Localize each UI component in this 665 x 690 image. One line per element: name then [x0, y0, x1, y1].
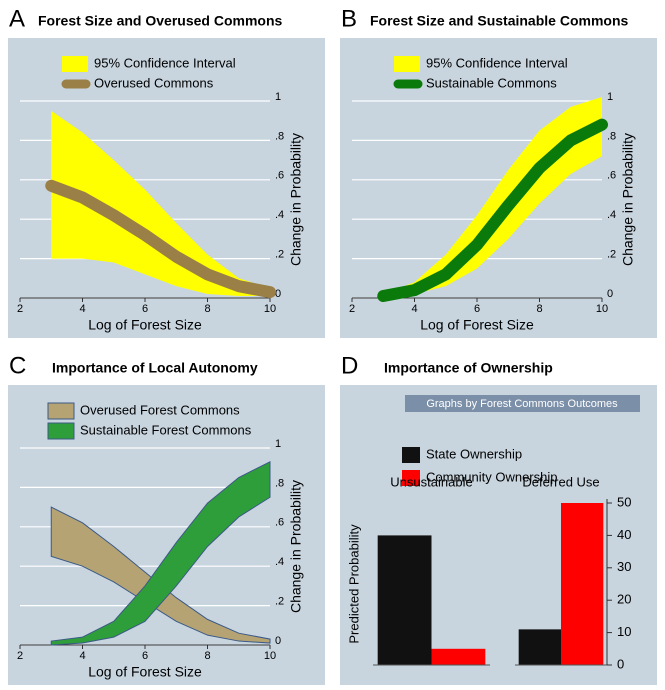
y-tick-label: .2 [275, 596, 284, 608]
y-axis-label: Predicted Probability [346, 524, 361, 644]
y-tick-label: 0 [275, 288, 281, 300]
y-tick-label: 1 [275, 438, 281, 450]
line [45, 179, 276, 299]
y-tick-label: .6 [607, 170, 616, 182]
y-tick-label: 0 [617, 656, 624, 671]
y-tick-label: 1 [275, 91, 281, 103]
panel: B Forest Size and Sustainable Commons 0 .2.… [340, 5, 657, 338]
panel-letter: C [9, 352, 26, 379]
bar [431, 648, 486, 665]
panel: D Importance of Ownership Graphs by Forest… [340, 352, 657, 685]
bar [518, 629, 561, 665]
legend-swatch [62, 56, 88, 72]
confidence-band [51, 110, 270, 297]
facet-label: Graphs by Forest Commons Outcomes [426, 398, 618, 410]
x-tick-label: 10 [264, 303, 276, 315]
legend-label: Overused Commons [94, 75, 214, 90]
y-tick-label: 10 [617, 624, 631, 639]
y-tick-label: 0 [607, 288, 613, 300]
y-tick-label: .6 [275, 170, 284, 182]
line [377, 118, 608, 303]
confidence-band [383, 97, 602, 298]
confidence-band [50, 460, 271, 646]
x-tick-label: 8 [204, 650, 210, 662]
x-tick-label: 4 [79, 303, 85, 315]
legend-label: Overused Forest Commons [80, 402, 240, 417]
y-tick-label: .8 [275, 130, 284, 142]
legend-swatch [47, 402, 75, 420]
y-tick-label: .4 [607, 209, 616, 221]
y-tick-label: .2 [607, 249, 616, 261]
facet-title: Unsustainable [390, 474, 472, 489]
x-tick-label: 4 [411, 303, 417, 315]
legend-label: 95% Confidence Interval [94, 55, 236, 70]
x-tick-label: 4 [79, 650, 85, 662]
x-tick-label: 6 [142, 650, 148, 662]
x-tick-label: 2 [17, 303, 23, 315]
panel-letter: D [341, 352, 358, 379]
legend-swatch [394, 56, 420, 72]
y-tick-label: .2 [275, 249, 284, 261]
y-tick-label: 40 [617, 527, 631, 542]
y-tick-label: .6 [275, 517, 284, 529]
legend-swatch [402, 470, 420, 486]
x-tick-label: 6 [142, 303, 148, 315]
panel-title: Forest Size and Sustainable Commons [370, 13, 628, 29]
panel-title: Importance of Ownership [384, 360, 553, 376]
panel-letter: B [341, 5, 357, 32]
panel-letter: A [9, 5, 25, 32]
legend-swatch [47, 422, 75, 440]
legend-label: 95% Confidence Interval [426, 55, 568, 70]
facet-header [405, 395, 640, 412]
y-tick-label: 0 [275, 635, 281, 647]
y-tick-label: 20 [617, 592, 631, 607]
y-tick-label: .4 [275, 209, 284, 221]
y-tick-label: 30 [617, 559, 631, 574]
y-tick-label: 1 [607, 91, 613, 103]
bar [561, 503, 604, 665]
x-tick-label: 6 [474, 303, 480, 315]
y-tick-label: .8 [607, 130, 616, 142]
y-axis-label: Change in Probability [288, 133, 304, 266]
panel: A Forest Size and Overused Commons 0 .2 .4 .6… [8, 5, 325, 338]
bar [377, 535, 432, 665]
y-axis-label: Change in Probability [620, 133, 636, 266]
legend-label: State Ownership [426, 446, 522, 461]
x-tick-label: 8 [204, 303, 210, 315]
panel: C Importance of Local Autonomy 0 .2 .4 .6 .8 1 2… [8, 352, 325, 685]
x-tick-label: 10 [596, 303, 608, 315]
y-tick-label: .8 [275, 477, 284, 489]
confidence-band [50, 506, 271, 644]
x-tick-label: 8 [536, 303, 542, 315]
legend-swatch [402, 447, 420, 463]
legend-label: Community Ownership [426, 469, 558, 484]
x-tick-label: 2 [17, 650, 23, 662]
x-tick-label: 2 [349, 303, 355, 315]
legend-label: Sustainable Commons [426, 75, 557, 90]
x-axis-label: Log of Forest Size [420, 317, 534, 333]
x-axis-label: Log of Forest Size [88, 664, 202, 680]
y-axis-label: Change in Probability [288, 480, 304, 613]
facet-title: Deferred Use [522, 474, 599, 489]
y-tick-label: .4 [275, 556, 284, 568]
x-axis-label: Log of Forest Size [88, 317, 202, 333]
legend-label: Sustainable Forest Commons [80, 422, 252, 437]
panel-title: Forest Size and Overused Commons [38, 13, 282, 29]
y-tick-label: 50 [617, 494, 631, 509]
panel-title: Importance of Local Autonomy [52, 360, 258, 376]
x-tick-label: 10 [264, 650, 276, 662]
